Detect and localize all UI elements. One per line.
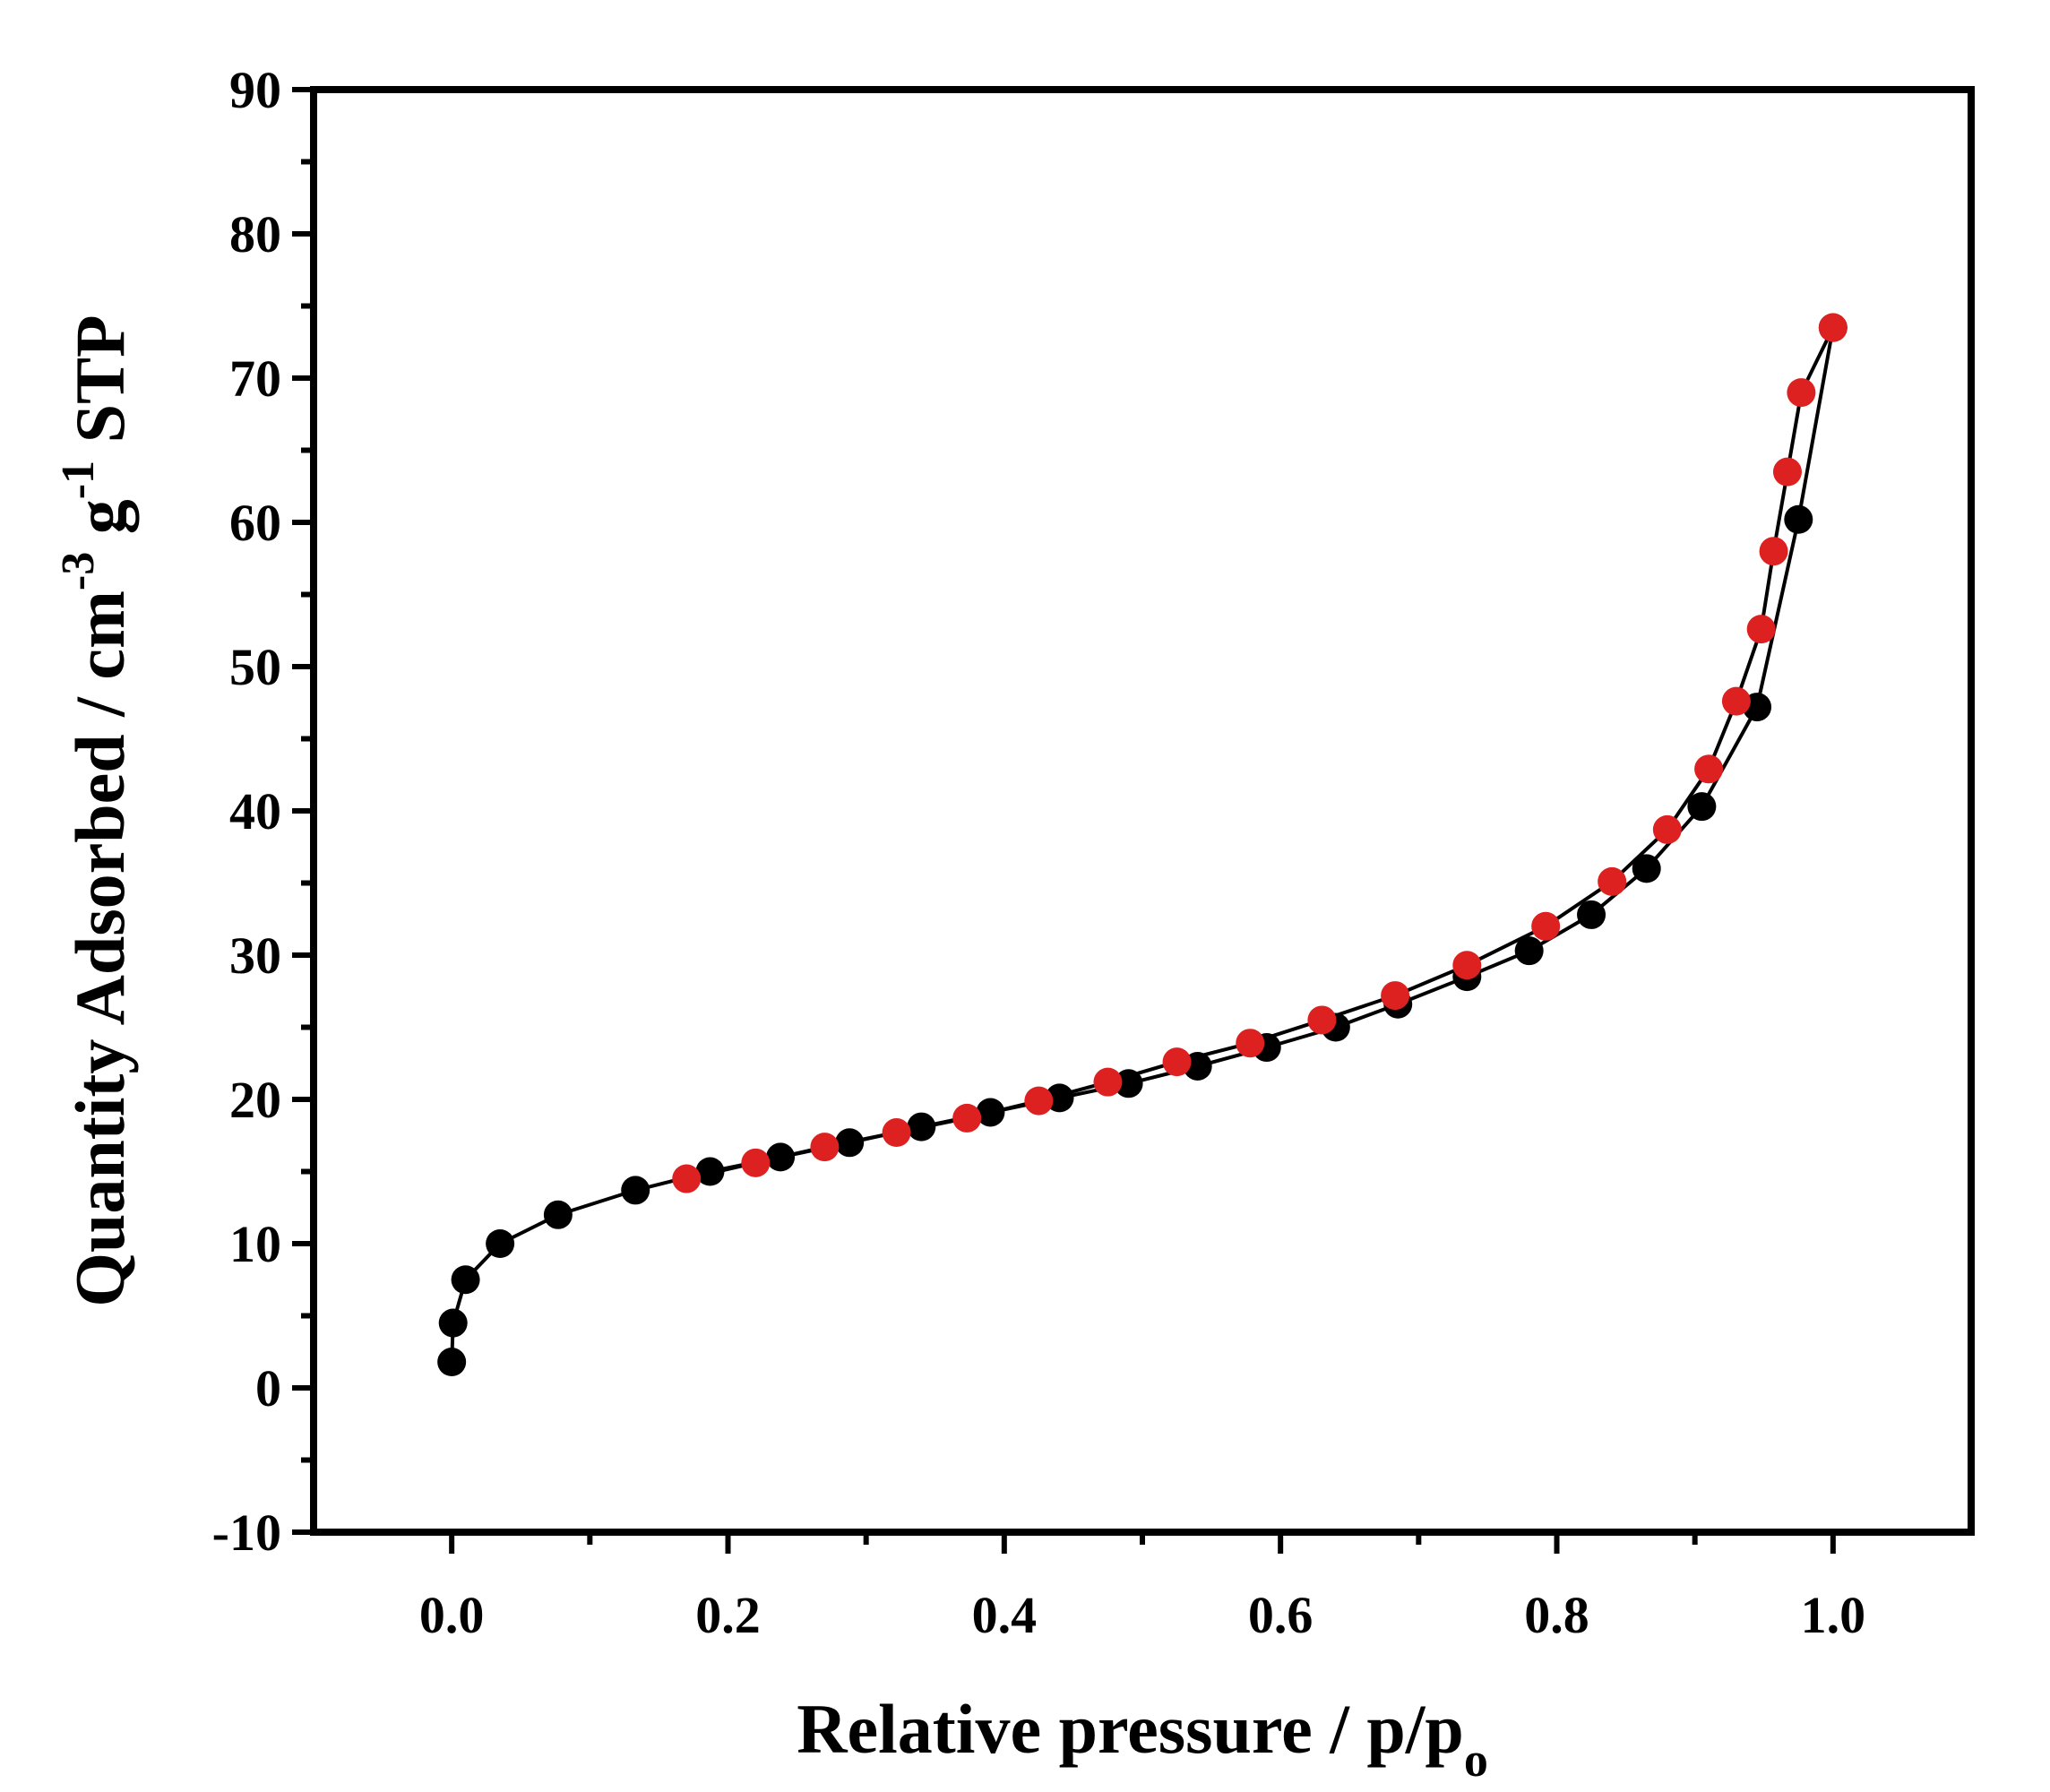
adsorption-point xyxy=(486,1229,515,1258)
desorption-point xyxy=(810,1133,840,1162)
desorption-point xyxy=(1818,313,1848,342)
adsorption-point xyxy=(437,1348,467,1377)
plot-area-frame xyxy=(310,86,1975,1536)
x-axis-ticks: 0.0 0.2 0.4 0.6 0.8 1.0 xyxy=(419,1532,1865,1644)
y-tick-label: 30 xyxy=(229,926,281,985)
x-tick-label: 0.0 xyxy=(419,1586,485,1644)
adsorption-point xyxy=(1632,854,1661,883)
y-tick-label: 20 xyxy=(229,1071,281,1129)
desorption-point xyxy=(1452,951,1482,980)
desorption-point xyxy=(1024,1086,1054,1116)
y-tick-label: 40 xyxy=(229,782,281,840)
adsorption-point xyxy=(621,1176,650,1205)
adsorption-point xyxy=(1514,936,1544,966)
adsorption-point xyxy=(1784,504,1813,534)
desorption-point xyxy=(1721,686,1751,716)
x-tick-label: 0.6 xyxy=(1248,1586,1314,1644)
desorption-point xyxy=(1307,1005,1337,1035)
y-axis-title: Quantity Adsorbed / cm-3 g-1 STP xyxy=(53,314,139,1306)
desorption-point xyxy=(1694,754,1724,784)
desorption-point xyxy=(1787,378,1816,408)
x-tick-label: 0.2 xyxy=(695,1586,761,1644)
desorption-point xyxy=(952,1103,982,1133)
desorption-point xyxy=(741,1148,771,1177)
desorption-point xyxy=(882,1118,911,1148)
y-tick-label: 70 xyxy=(229,349,281,408)
adsorption-point xyxy=(835,1128,865,1158)
y-tick-label: 10 xyxy=(229,1215,281,1273)
y-axis-ticks: -10 0 10 20 30 40 50 60 70 80 90 xyxy=(212,61,314,1562)
y-tick-label: 0 xyxy=(255,1359,281,1417)
series-points xyxy=(437,313,1848,1377)
desorption-point xyxy=(1162,1047,1192,1077)
adsorption-point xyxy=(976,1098,1005,1127)
y-tick-label: 50 xyxy=(229,638,281,696)
x-axis-title: Relative pressure / p/po xyxy=(797,1690,1488,1787)
desorption-point xyxy=(1772,457,1802,487)
adsorption-point xyxy=(451,1265,480,1295)
y-tick-label: 90 xyxy=(229,61,281,119)
desorption-point xyxy=(1598,866,1627,896)
desorption-point xyxy=(1759,537,1788,566)
desorption-point xyxy=(1381,981,1410,1011)
y-tick-label: -10 xyxy=(212,1503,281,1562)
desorption-point xyxy=(1652,814,1682,844)
adsorption-point xyxy=(438,1308,468,1338)
desorption-point xyxy=(1236,1029,1265,1058)
x-tick-label: 1.0 xyxy=(1801,1586,1866,1644)
adsorption-point xyxy=(766,1142,796,1172)
desorption-point xyxy=(1093,1067,1123,1097)
x-tick-label: 0.8 xyxy=(1524,1586,1589,1644)
series-line-adsorption xyxy=(450,327,1835,1363)
adsorption-point xyxy=(1577,900,1606,929)
y-tick-label: 60 xyxy=(229,494,281,552)
adsorption-point xyxy=(907,1112,936,1142)
desorption-point xyxy=(672,1164,702,1193)
adsorption-point xyxy=(695,1157,725,1186)
adsorption-point xyxy=(543,1200,573,1229)
desorption-point xyxy=(1531,911,1561,941)
adsorption-point xyxy=(1114,1069,1143,1098)
y-tick-label: 80 xyxy=(229,205,281,263)
desorption-point xyxy=(1746,615,1776,644)
series-lines xyxy=(450,326,1835,1363)
x-tick-label: 0.4 xyxy=(972,1586,1038,1644)
adsorption-point xyxy=(1687,792,1717,822)
